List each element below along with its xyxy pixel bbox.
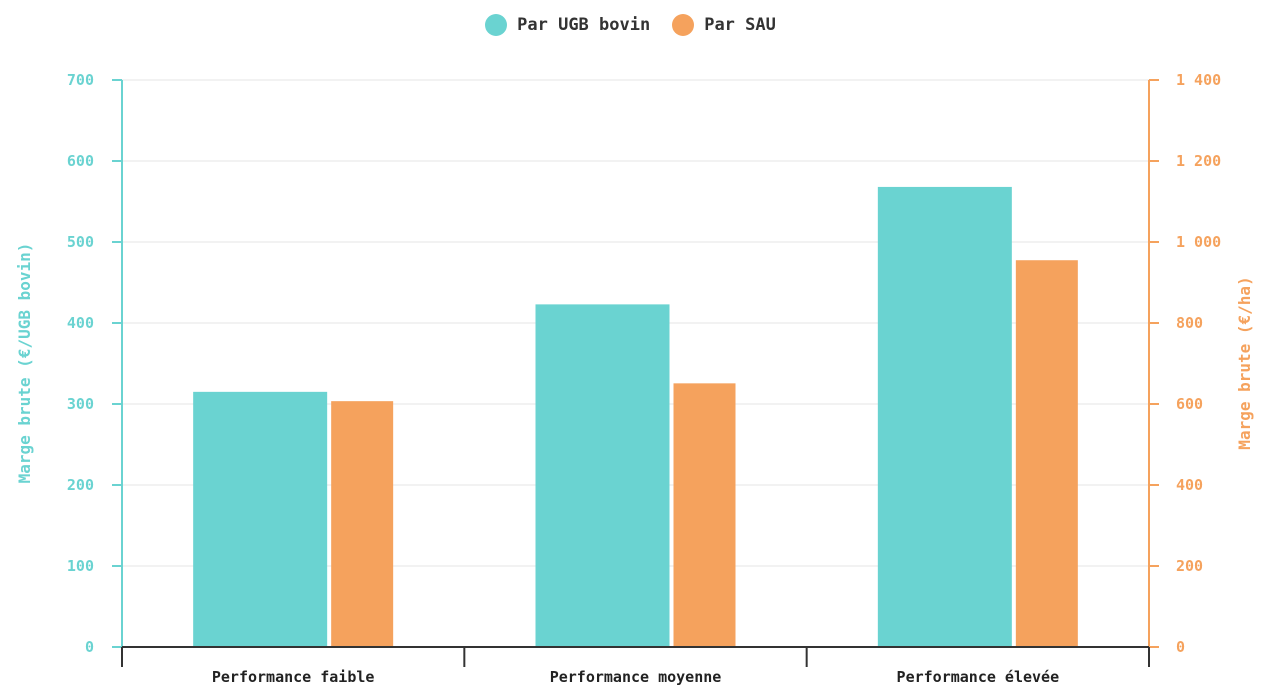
y-left-axis-title: Marge brute (€/UGB bovin) [15, 243, 34, 484]
y-right-tick-label: 0 [1176, 638, 1185, 656]
bar-ugb-bovin [193, 391, 328, 647]
legend-swatch-ugb [485, 14, 508, 36]
axes [112, 79, 1159, 667]
y-right-tick-label: 1 000 [1176, 233, 1221, 251]
y-left-tick-label: 400 [67, 314, 94, 332]
y-left-tick-label: 100 [67, 557, 94, 575]
bar-sau [331, 401, 394, 647]
y-left-tick-label: 500 [67, 233, 94, 251]
y-right-tick-label: 600 [1176, 395, 1203, 413]
bar-ugb-bovin [877, 186, 1012, 648]
legend-item-ugb[interactable]: Par UGB bovin [485, 14, 650, 36]
y-left-tick-label: 0 [85, 638, 94, 656]
x-tick-label: Performance faible [212, 668, 375, 686]
y-right-axis-title: Marge brute (€/ha) [1235, 276, 1254, 449]
bars [193, 186, 1078, 648]
x-tick-label: Performance moyenne [550, 668, 722, 686]
bar-ugb-bovin [535, 304, 670, 647]
y-left-tick-label: 300 [67, 395, 94, 413]
bar-sau [673, 383, 736, 647]
y-right-tick-label: 200 [1176, 557, 1203, 575]
legend: Par UGB bovin Par SAU [0, 14, 1261, 36]
y-left-tick-label: 700 [67, 71, 94, 89]
y-right-tick-label: 1 200 [1176, 152, 1221, 170]
y-right-tick-label: 800 [1176, 314, 1203, 332]
legend-swatch-sau [672, 14, 695, 36]
legend-label-sau: Par SAU [704, 15, 776, 35]
y-left-tick-label: 600 [67, 152, 94, 170]
legend-label-ugb: Par UGB bovin [517, 15, 651, 35]
y-right-tick-label: 400 [1176, 476, 1203, 494]
bar-sau [1015, 260, 1078, 647]
x-tick-label: Performance élevée [897, 668, 1060, 686]
y-right-tick-label: 1 400 [1176, 71, 1221, 89]
axis-labels: 0 0 100 200 200 400 300 600 400 800 500 1 000 600 1 2… [67, 71, 1221, 686]
legend-item-sau[interactable]: Par SAU [672, 14, 776, 36]
y-left-tick-label: 200 [67, 476, 94, 494]
